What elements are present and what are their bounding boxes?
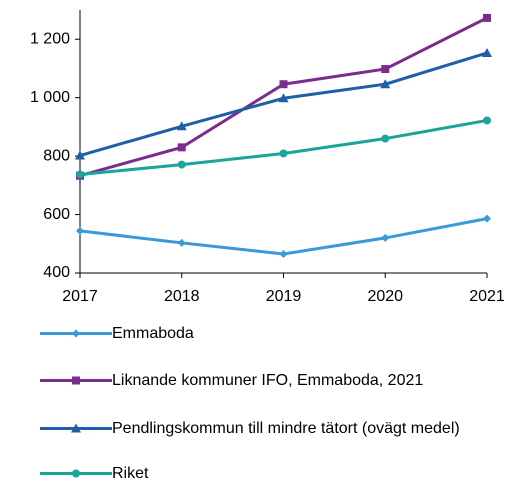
- legend-swatch: [40, 329, 112, 338]
- marker: [279, 149, 288, 158]
- legend-label: Riket: [112, 465, 149, 482]
- marker: [279, 250, 288, 259]
- y-tick-label: 400: [43, 264, 70, 281]
- marker: [71, 423, 81, 433]
- marker: [279, 80, 288, 89]
- legend-item: Pendlingskommun till mindre tätort (oväg…: [36, 419, 516, 438]
- legend-swatch: [40, 423, 112, 433]
- marker: [177, 143, 186, 152]
- marker: [76, 170, 84, 179]
- series-line: [79, 217, 488, 256]
- marker: [72, 469, 80, 478]
- marker: [72, 329, 80, 338]
- x-tick-label: 2020: [367, 288, 403, 305]
- x-tick-label: 2019: [266, 288, 302, 305]
- legend-swatch: [40, 469, 112, 478]
- legend-item: Liknande kommuner IFO, Emmaboda, 2021: [36, 371, 516, 390]
- marker: [381, 134, 390, 143]
- marker: [482, 47, 492, 57]
- x-tick-label: 2018: [164, 288, 200, 305]
- marker: [177, 238, 186, 247]
- marker: [483, 116, 491, 125]
- legend-label: Emmaboda: [112, 325, 194, 342]
- marker: [381, 233, 390, 242]
- legend-label: Liknande kommuner IFO, Emmaboda, 2021: [112, 372, 424, 389]
- x-tick-label: 2021: [469, 288, 505, 305]
- marker: [483, 13, 491, 22]
- marker: [483, 214, 491, 223]
- legend-swatch: [40, 376, 112, 385]
- y-tick-label: 1 200: [30, 30, 70, 47]
- legend-item: Emmaboda: [36, 324, 516, 343]
- marker: [381, 65, 390, 74]
- marker: [75, 150, 85, 160]
- y-tick-label: 800: [43, 147, 70, 164]
- chart: 400 600 800 1 000 1 200 2017 2018 2019 2020 2021: [30, 10, 505, 305]
- marker: [72, 376, 80, 385]
- y-tick-label: 1 000: [30, 89, 70, 106]
- marker: [278, 93, 289, 103]
- legend-label: Pendlingskommun till mindre tätort (oväg…: [112, 420, 460, 437]
- marker: [177, 160, 186, 169]
- series-line: [79, 118, 488, 177]
- y-tick-label: 600: [43, 206, 70, 223]
- marker: [380, 79, 391, 89]
- x-tick-label: 2017: [62, 288, 98, 305]
- legend-item: Riket: [36, 464, 516, 482]
- marker: [76, 226, 84, 235]
- series-line: [79, 51, 488, 157]
- marker: [176, 121, 187, 131]
